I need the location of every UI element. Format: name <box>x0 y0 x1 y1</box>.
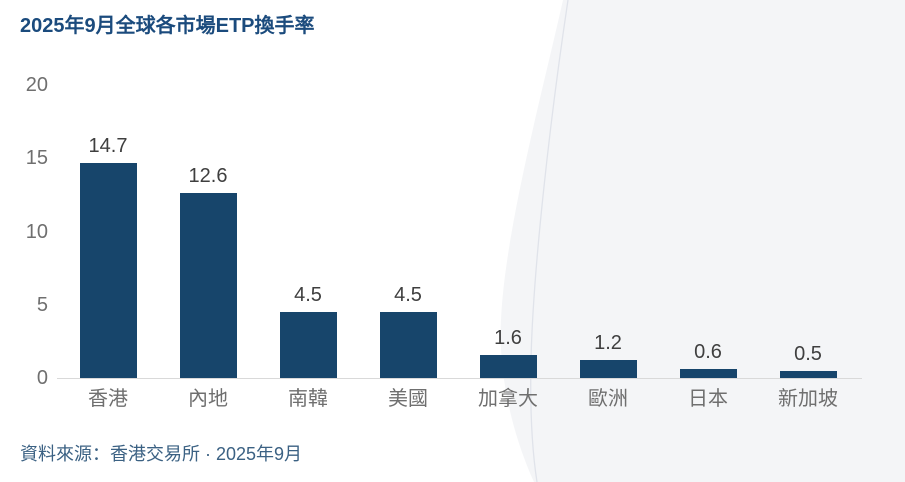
bar <box>379 312 437 378</box>
x-axis-category-label: 加拿大 <box>478 388 538 410</box>
bar <box>479 354 537 378</box>
x-axis-category-label: 新加坡 <box>778 388 838 410</box>
bar-value-label: 14.7 <box>88 134 128 157</box>
bar <box>679 369 737 378</box>
x-axis-category-label: 美國 <box>388 388 428 410</box>
bar-value-label: 0.6 <box>694 341 722 364</box>
y-axis-tick-label: 15 <box>25 147 48 170</box>
y-axis-tick-label: 5 <box>36 293 48 316</box>
bar <box>579 360 637 378</box>
bar-value-label: 1.2 <box>594 332 622 355</box>
bar <box>279 312 337 378</box>
chart-title: 2025年9月全球各市場ETP換手率 <box>20 15 315 37</box>
x-axis-category-label: 南韓 <box>288 388 328 410</box>
y-axis-tick-label: 0 <box>36 367 48 389</box>
source-note: 資料來源：香港交易所 · 2025年9月 <box>20 444 303 464</box>
bar <box>179 193 237 378</box>
x-axis-line <box>57 378 862 379</box>
bar-value-label: 12.6 <box>188 165 228 188</box>
y-axis-tick-label: 10 <box>25 220 48 243</box>
bar-value-label: 4.5 <box>394 284 422 307</box>
x-axis-category-label: 日本 <box>688 388 728 410</box>
x-axis-category-label: 歐洲 <box>588 388 628 410</box>
bar <box>79 162 137 378</box>
bar <box>779 370 837 378</box>
x-axis-category-label: 內地 <box>188 388 228 410</box>
bar-value-label: 0.5 <box>794 342 822 365</box>
bar-value-label: 4.5 <box>294 284 322 307</box>
y-axis-tick-label: 20 <box>25 74 48 96</box>
bar-value-label: 1.6 <box>494 326 522 349</box>
x-axis-category-label: 香港 <box>88 388 128 410</box>
